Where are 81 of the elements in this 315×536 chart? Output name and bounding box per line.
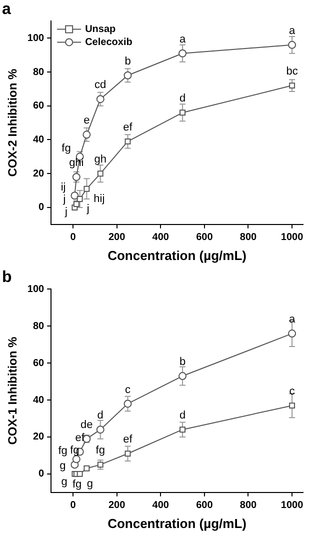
x-tick-label: 400 [152, 232, 170, 244]
annotation: cd [94, 79, 106, 92]
point [288, 330, 296, 338]
point [180, 426, 186, 433]
point [124, 138, 131, 144]
x-tick-label: 0 [70, 500, 76, 512]
x-tick-label: 800 [240, 232, 258, 244]
chart-title: b [2, 269, 12, 286]
point [178, 49, 187, 58]
annotation: a [288, 24, 296, 37]
point [96, 95, 104, 104]
point [124, 450, 131, 457]
annotation: g [61, 476, 68, 488]
y-tick-label: 0 [38, 202, 45, 214]
y-tick-label: 60 [32, 358, 45, 369]
point [289, 402, 296, 409]
y-tick-label: 40 [32, 394, 45, 406]
point [76, 196, 83, 202]
annotation: fg [96, 444, 105, 457]
y-axis-title: COX-1 Inhibition % [6, 336, 20, 445]
legend-label: Unsap [85, 24, 116, 35]
point [289, 82, 296, 89]
annotation: d [179, 92, 186, 105]
annotation: fg [58, 445, 68, 458]
legend-label: Celecoxib [85, 36, 132, 48]
annotation: b [124, 55, 131, 68]
point [124, 71, 132, 80]
y-tick-label: 20 [32, 168, 45, 180]
point [84, 186, 90, 192]
annotation: bc [286, 66, 298, 78]
annotation: c [289, 386, 296, 398]
x-tick-label: 1000 [280, 232, 304, 244]
annotation: gh [94, 154, 106, 166]
point [124, 400, 132, 408]
annotation: a [179, 33, 186, 46]
point [96, 426, 104, 434]
x-tick-label: 200 [108, 232, 126, 244]
y-axis-title: COX-2 Inhibition % [6, 68, 20, 177]
x-axis-title: Concentration (µg/mL) [108, 516, 247, 531]
x-tick-label: 600 [196, 500, 214, 512]
annotation: j [62, 194, 66, 206]
point [288, 40, 296, 49]
annotation: de [80, 418, 93, 431]
annotation: d [97, 410, 104, 422]
annotation: d [179, 410, 186, 422]
point [180, 110, 186, 116]
annotation: c [125, 384, 132, 396]
annotation: fg [62, 142, 71, 155]
annotation: g [60, 460, 66, 472]
annotation: ef [123, 121, 134, 134]
x-tick-label: 600 [196, 232, 214, 244]
y-tick-label: 0 [38, 468, 45, 480]
point [97, 170, 104, 177]
x-tick-label: 400 [152, 500, 170, 512]
point [72, 455, 80, 464]
point [82, 130, 91, 139]
point [76, 470, 83, 477]
y-tick-label: 100 [27, 284, 45, 295]
annotation: j [86, 203, 90, 216]
chart-title: a [2, 1, 11, 18]
annotation: hij [94, 192, 105, 205]
x-tick-label: 200 [108, 500, 126, 512]
x-tick-label: 1000 [280, 500, 304, 512]
y-tick-label: 20 [32, 432, 45, 443]
annotation: b [179, 356, 186, 368]
annotation: g [86, 478, 93, 490]
y-tick-label: 80 [32, 320, 45, 332]
annotation: ef [123, 434, 134, 446]
annotation: e [84, 114, 90, 127]
y-tick-label: 100 [27, 32, 45, 44]
annotation: j [64, 206, 68, 218]
y-tick-label: 60 [32, 100, 45, 112]
x-tick-label: 0 [70, 232, 76, 244]
point [178, 372, 187, 380]
annotation: a [288, 314, 296, 326]
x-tick-label: 800 [240, 500, 258, 512]
y-tick-label: 40 [32, 134, 45, 146]
annotation: ij [60, 182, 66, 194]
y-tick-label: 80 [32, 66, 45, 78]
x-axis-title: Concentration (µg/mL) [108, 248, 247, 263]
annotation: fg [72, 478, 82, 490]
